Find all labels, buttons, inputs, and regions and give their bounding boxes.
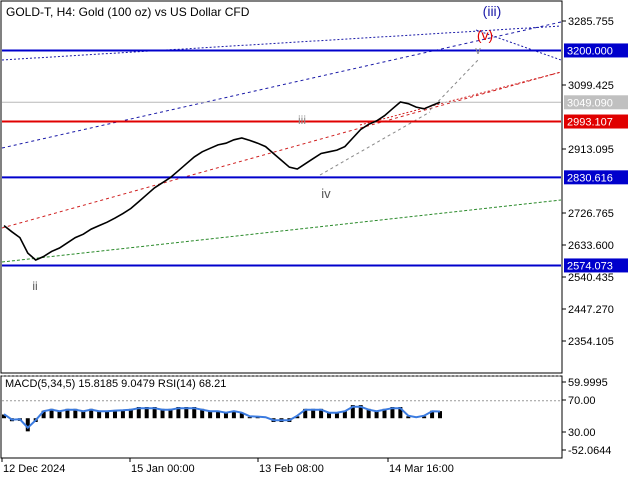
level-tag-1: 2993.107 [567, 117, 613, 129]
wave-label-3: v [475, 45, 481, 57]
horizontal-levels [2, 49, 561, 267]
chart-title: GOLD-T, H4: Gold (100 oz) vs US Dollar C… [6, 5, 250, 19]
trendline-4 [359, 71, 562, 126]
price-tick-label-4: 2633.600 [568, 240, 614, 252]
current-price-tag-bg [564, 95, 628, 110]
time-axis: 12 Dec 2024 15 Jan 00:00 13 Feb 08:00 14 Ma… [1, 458, 454, 475]
time-tick-label-2: 13 Feb 08:00 [259, 463, 324, 475]
price-tick-label-5: 2540.435 [568, 272, 614, 284]
main-plot-area[interactable] [0, 0, 563, 374]
indicator-tick-label-0: 59.9995 [568, 377, 608, 389]
trendline-5 [475, 29, 562, 61]
indicator-plot-area[interactable] [0, 375, 563, 459]
time-tick-label-1: 15 Jan 00:00 [131, 463, 195, 475]
indicator-tick-label-2: 30.00 [568, 427, 596, 439]
price-tick-label-7: 2354.105 [568, 336, 614, 348]
time-tick-label-3: 14 Mar 16:00 [389, 463, 454, 475]
wave-label-1: iii [298, 113, 306, 127]
indicator-tick-label-3: -52.0644 [568, 445, 611, 457]
indicator-label: MACD(5,34,5) 15.8185 9.0479 RSI(14) 68.2… [5, 378, 226, 390]
wave-label-2: iv [321, 186, 331, 201]
level-tag-3-bg [564, 258, 628, 273]
price-series-line [3, 101, 441, 261]
price-tick-label-2: 2913.095 [568, 144, 614, 156]
price-tick-label-3: 2726.765 [568, 208, 614, 220]
indicator-tick-label-1: 70.00 [568, 395, 596, 407]
price-tick-label-0: 3285.755 [568, 16, 614, 28]
level-tag-2: 2830.616 [567, 172, 613, 184]
macd-signal-line [3, 405, 441, 430]
price-tick-label-1: 3099.425 [568, 80, 614, 92]
level-tag-2-bg [564, 170, 628, 185]
level-tag-0: 3200.000 [567, 45, 613, 57]
price-tick-label-6: 2447.270 [568, 304, 614, 316]
trendlines [1, 21, 562, 263]
price-series-group [3, 101, 441, 261]
time-tick-label-0: 12 Dec 2024 [3, 463, 65, 475]
level-tag-0-bg [564, 43, 628, 58]
trendline-2 [1, 71, 562, 229]
current-price-tag: 3049.090 [567, 97, 613, 109]
wave-label-5: (iii) [483, 3, 502, 19]
trendline-3 [1, 199, 562, 263]
trendline-1 [1, 25, 562, 61]
price-axis: 3285.755 3099.425 2913.095 2726.765 2633.600… [562, 16, 628, 348]
indicator-group: 59.9995 70.00 30.00 -52.0644 [2, 375, 611, 457]
wave-label-0: ii [32, 279, 37, 293]
level-tag-3: 2574.073 [567, 260, 613, 272]
level-tag-1-bg [564, 114, 628, 129]
wave-label-4: (v) [477, 27, 493, 43]
